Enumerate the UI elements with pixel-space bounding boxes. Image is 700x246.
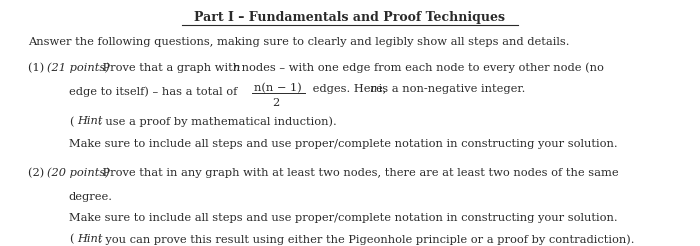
Text: (2): (2) [27,168,48,178]
Text: (20 points): (20 points) [47,168,109,178]
Text: Part I – Fundamentals and Proof Techniques: Part I – Fundamentals and Proof Techniqu… [195,11,505,24]
Text: (21 points): (21 points) [47,63,109,73]
Text: degree.: degree. [69,192,113,202]
Text: (: ( [69,234,74,245]
Text: 2: 2 [272,98,280,108]
Text: edge to itself) – has a total of: edge to itself) – has a total of [69,87,241,97]
Text: n: n [369,84,377,94]
Text: (: ( [69,117,74,127]
Text: Answer the following questions, making sure to clearly and legibly show all step: Answer the following questions, making s… [27,37,569,47]
Text: is a non-negative integer.: is a non-negative integer. [375,84,526,94]
Text: Make sure to include all steps and use proper/complete notation in constructing : Make sure to include all steps and use p… [69,139,617,149]
Text: Hint: Hint [77,117,102,126]
Text: n: n [232,63,239,73]
Text: Prove that in any graph with at least two nodes, there are at least two nodes of: Prove that in any graph with at least tw… [99,168,619,178]
Text: : you can prove this result using either the Pigeonhole principle or a proof by : : you can prove this result using either… [97,234,634,245]
Text: (1): (1) [27,63,48,73]
Text: Make sure to include all steps and use proper/complete notation in constructing : Make sure to include all steps and use p… [69,213,617,223]
Text: n(n − 1): n(n − 1) [254,82,302,93]
Text: nodes – with one edge from each node to every other node (no: nodes – with one edge from each node to … [238,63,604,73]
Text: Prove that a graph with: Prove that a graph with [99,63,244,73]
Text: Hint: Hint [77,234,102,244]
Text: edges. Here,: edges. Here, [309,84,390,94]
Text: : use a proof by mathematical induction).: : use a proof by mathematical induction)… [97,117,336,127]
